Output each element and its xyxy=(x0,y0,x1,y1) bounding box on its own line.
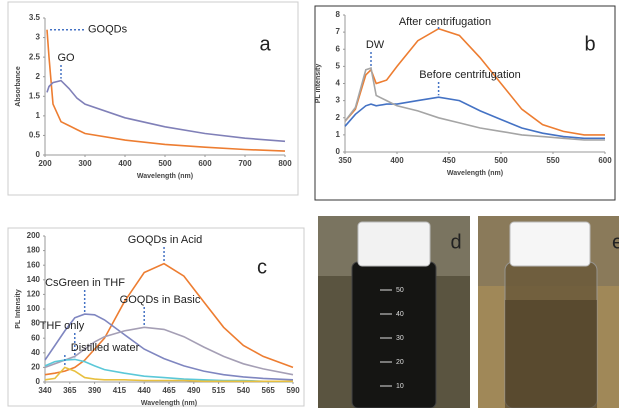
bottle-cap xyxy=(357,221,431,267)
x-tick-label: 800 xyxy=(278,159,292,168)
scale-label: 50 xyxy=(396,287,404,294)
x-tick-label: 500 xyxy=(158,159,172,168)
x-tick-label: 590 xyxy=(286,386,300,395)
y-tick-label: 1 xyxy=(36,111,41,120)
y-tick-label: 0 xyxy=(36,150,41,159)
panel-label: a xyxy=(259,33,271,55)
line-series xyxy=(44,326,294,376)
x-tick-label: 600 xyxy=(198,159,212,168)
y-tick-label: 0 xyxy=(336,147,341,156)
y-tick-label: 5 xyxy=(336,61,341,70)
annotation: DW xyxy=(366,39,385,51)
x-axis-title: Wavelength (nm) xyxy=(137,173,193,180)
x-axis-title: Wavelength (nm) xyxy=(141,400,197,407)
y-tick-label: 200 xyxy=(27,231,41,240)
y-tick-label: 160 xyxy=(27,260,41,269)
annotation: GO xyxy=(57,52,75,64)
x-tick-label: 450 xyxy=(442,156,456,165)
annotation: THF only xyxy=(40,320,85,332)
x-tick-label: 540 xyxy=(237,386,251,395)
panel-b-frame xyxy=(314,5,616,201)
y-tick-label: 2.5 xyxy=(29,52,41,61)
scale-label: 30 xyxy=(396,335,404,342)
y-axis-title: PL Intensity xyxy=(15,289,22,329)
y-tick-label: 100 xyxy=(27,304,41,313)
panel-c-frame xyxy=(7,227,305,407)
annotation: CsGreen in THF xyxy=(45,277,125,289)
line-series xyxy=(344,96,605,140)
y-tick-label: 6 xyxy=(336,44,341,53)
x-tick-label: 340 xyxy=(38,386,52,395)
y-tick-label: 8 xyxy=(336,10,341,19)
line-series xyxy=(46,29,286,152)
x-tick-label: 200 xyxy=(38,159,52,168)
y-tick-label: 7 xyxy=(336,27,341,36)
x-tick-label: 440 xyxy=(138,386,152,395)
x-tick-label: 500 xyxy=(494,156,508,165)
photo-e: e xyxy=(478,216,619,408)
x-tick-label: 400 xyxy=(390,156,404,165)
x-tick-label: 350 xyxy=(338,156,352,165)
y-axis-title: Absorbance xyxy=(15,66,22,107)
x-tick-label: 600 xyxy=(598,156,612,165)
annotation: Before centrifugation xyxy=(419,69,521,81)
annotation: After centrifugation xyxy=(399,16,491,28)
annotation: Distilled water xyxy=(71,342,140,354)
scale-label: 40 xyxy=(396,311,404,318)
x-tick-label: 400 xyxy=(118,159,132,168)
y-tick-label: 20 xyxy=(31,363,40,372)
bottle-liquid xyxy=(505,300,597,408)
bottle-cap xyxy=(509,221,591,267)
bottle xyxy=(351,261,437,408)
x-tick-label: 565 xyxy=(262,386,276,395)
y-tick-label: 3.5 xyxy=(29,13,41,22)
x-tick-label: 515 xyxy=(212,386,226,395)
x-tick-label: 300 xyxy=(78,159,92,168)
y-tick-label: 3 xyxy=(336,96,341,105)
y-axis-title: PL intensity xyxy=(315,64,322,104)
y-tick-label: 3 xyxy=(36,33,41,42)
x-axis-title: Wavelength (nm) xyxy=(447,170,503,177)
y-tick-label: 1 xyxy=(336,130,341,139)
annotation: GOQDs in Basic xyxy=(120,294,201,306)
x-tick-label: 365 xyxy=(63,386,77,395)
x-tick-label: 390 xyxy=(88,386,102,395)
y-tick-label: 140 xyxy=(27,275,41,284)
y-tick-label: 1.5 xyxy=(29,91,41,100)
y-tick-label: 4 xyxy=(336,79,341,88)
y-tick-label: 0.5 xyxy=(29,131,41,140)
x-tick-label: 415 xyxy=(113,386,127,395)
x-tick-label: 465 xyxy=(162,386,176,395)
x-tick-label: 490 xyxy=(187,386,201,395)
y-tick-label: 2 xyxy=(336,113,341,122)
line-series xyxy=(44,366,293,383)
y-tick-label: 120 xyxy=(27,290,41,299)
panel-label: d xyxy=(450,231,461,253)
annotation: GOQDs in Acid xyxy=(128,234,203,246)
scale-label: 20 xyxy=(396,359,404,366)
y-tick-label: 60 xyxy=(31,333,40,342)
line-series xyxy=(44,313,294,381)
x-tick-label: 700 xyxy=(238,159,252,168)
panel-a-frame xyxy=(7,1,299,196)
photo-d: 50 40 30 20 10 d xyxy=(318,216,470,408)
line-series xyxy=(46,79,286,143)
line-series xyxy=(344,67,605,141)
y-tick-label: 80 xyxy=(31,319,40,328)
y-tick-label: 2 xyxy=(36,72,41,81)
x-tick-label: 550 xyxy=(546,156,560,165)
panel-label: e xyxy=(612,231,619,253)
annotation: GOQDs xyxy=(88,24,128,36)
y-tick-label: 0 xyxy=(36,377,41,386)
y-tick-label: 40 xyxy=(31,348,40,357)
y-tick-label: 180 xyxy=(27,246,41,255)
panel-label: b xyxy=(584,33,595,55)
panel-label: c xyxy=(257,256,267,278)
scale-label: 10 xyxy=(396,383,404,390)
